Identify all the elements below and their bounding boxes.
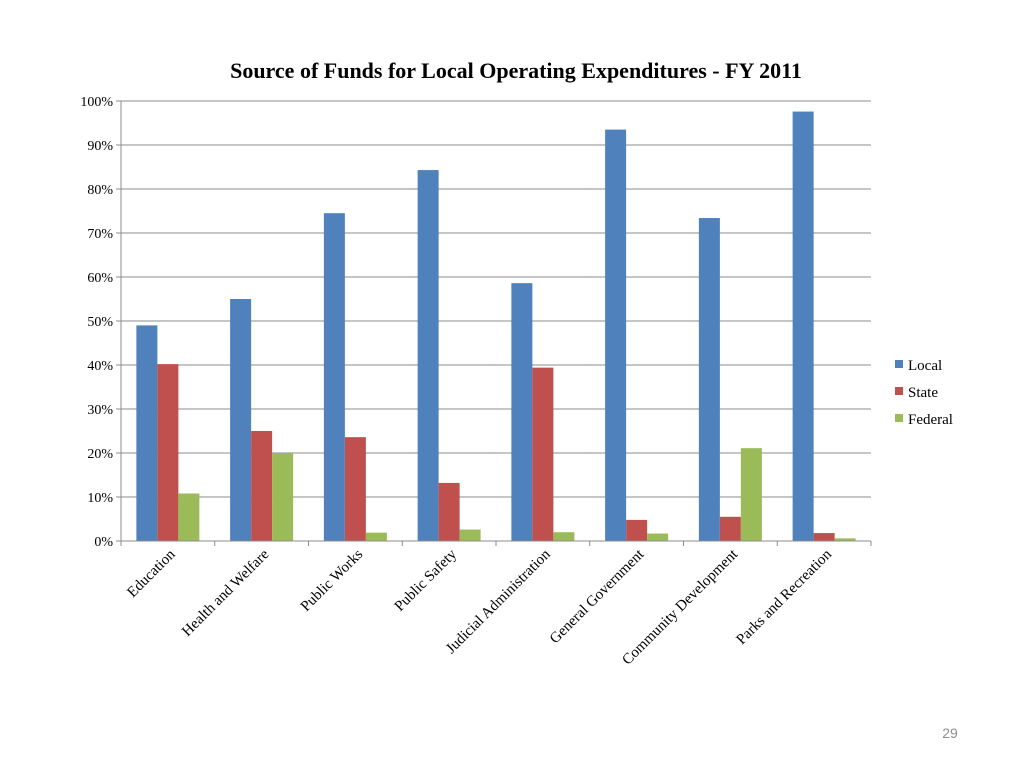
legend-swatch-local (895, 360, 903, 368)
y-tick-label: 30% (87, 403, 113, 418)
bar-state (813, 533, 835, 541)
bar-federal (365, 532, 387, 541)
y-tick-label: 0% (94, 535, 113, 550)
bar-local (698, 218, 720, 542)
bar-state (344, 437, 366, 541)
y-tick-label: 90% (87, 139, 113, 154)
y-tick-label: 40% (87, 359, 113, 374)
x-tick-label: Health and Welfare (179, 546, 273, 640)
bar-local (136, 325, 158, 541)
y-tick-label: 100% (80, 95, 113, 110)
bar-state (532, 367, 554, 541)
bar-local (605, 129, 627, 541)
bar-federal (647, 533, 669, 541)
chart-title: Source of Funds for Local Operating Expe… (230, 58, 802, 83)
bar-local (417, 170, 439, 541)
bar-federal (272, 453, 294, 541)
bar-state (719, 516, 741, 541)
bar-federal (740, 448, 762, 541)
legend-swatch-state (895, 387, 903, 395)
bars (136, 111, 856, 542)
y-tick-label: 60% (87, 271, 113, 286)
x-tick-label: General Government (547, 546, 648, 647)
legend-swatch-federal (895, 414, 903, 422)
bar-federal (553, 532, 575, 541)
bar-state (626, 519, 648, 541)
y-tick-label: 50% (87, 315, 113, 330)
legend-label: State (908, 385, 938, 401)
bar-local (792, 111, 814, 541)
bar-state (251, 431, 273, 541)
legend: Local State Federal (895, 358, 953, 428)
bar-state (157, 364, 179, 541)
bar-federal (834, 538, 856, 541)
y-tick-label: 70% (87, 227, 113, 242)
x-axis: Education Health and Welfare Public Works P… (120, 540, 872, 668)
x-tick-label: Education (124, 546, 179, 601)
bar-local (230, 299, 252, 541)
y-tick-label: 20% (87, 447, 113, 462)
x-tick-label: Parks and Recreation (734, 546, 836, 648)
bar-federal (459, 529, 481, 541)
x-tick-label: Public Safety (392, 546, 461, 615)
y-tick-label: 10% (87, 491, 113, 506)
bar-federal (178, 493, 200, 541)
x-tick-label: Judicial Administration (443, 546, 554, 657)
y-axis: 0% 10% 20% 30% 40% 50% 60% 70% 80% 90% 100% (80, 95, 122, 550)
y-tick-label: 80% (87, 183, 113, 198)
bar-state (438, 482, 460, 541)
legend-label: Local (908, 358, 942, 374)
bar-local (511, 283, 533, 541)
x-tick-label: Public Works (298, 546, 366, 614)
bar-local (323, 213, 345, 541)
page-number: 29 (942, 725, 958, 741)
legend-label: Federal (908, 412, 953, 428)
